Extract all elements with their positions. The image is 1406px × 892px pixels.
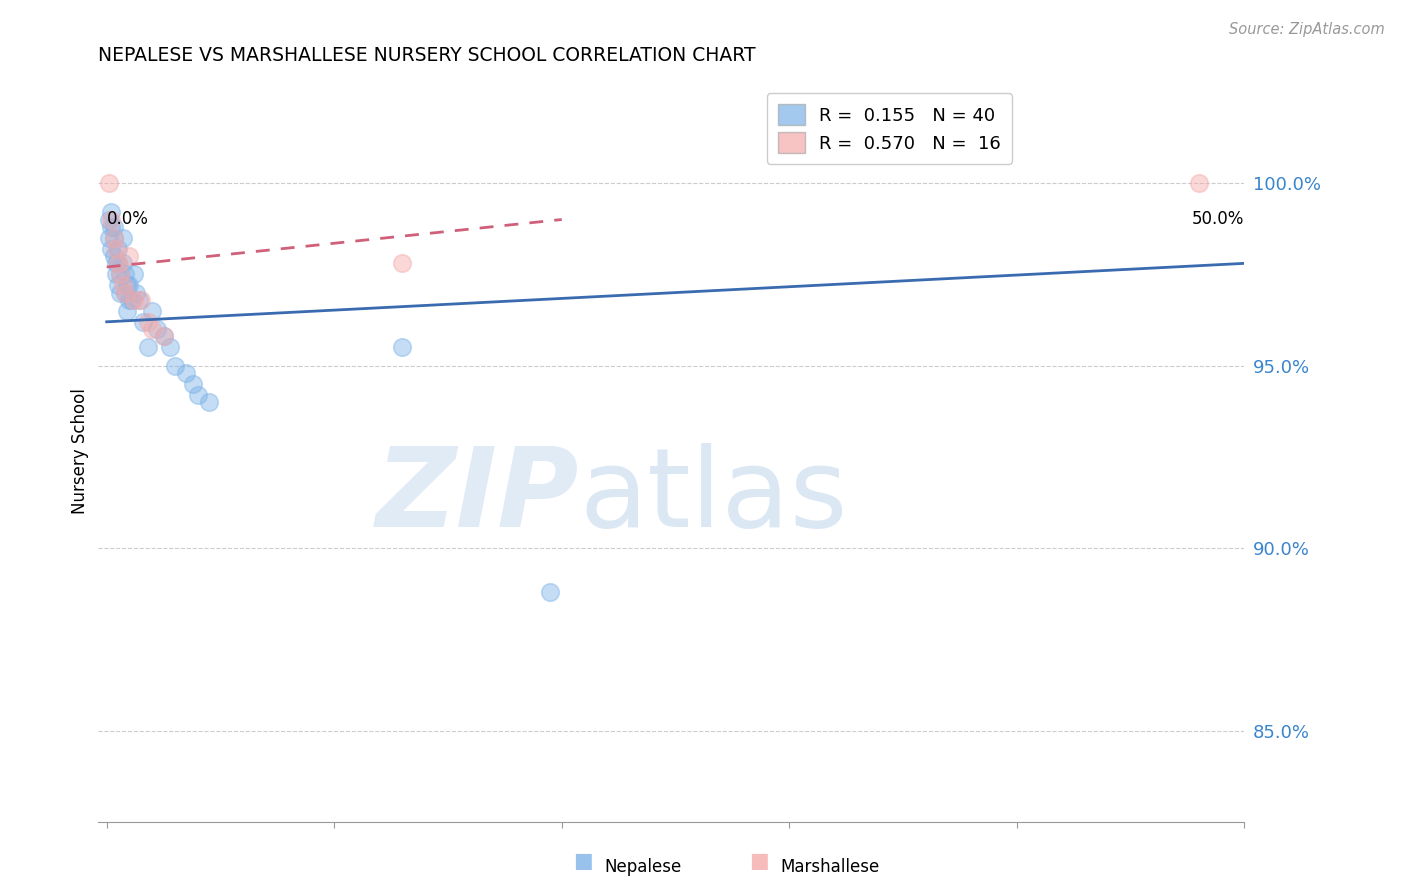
Point: [104, 256, 127, 270]
Point: [107, 242, 129, 256]
Text: ■: ■: [749, 851, 769, 871]
Point: [129, 293, 152, 307]
Point: [118, 293, 141, 307]
Point: [97, 231, 120, 245]
Point: [1188, 176, 1211, 190]
Point: [107, 256, 129, 270]
Point: [176, 366, 198, 380]
Point: [391, 256, 413, 270]
Point: [114, 268, 136, 282]
Text: 50.0%: 50.0%: [1192, 211, 1244, 228]
Point: [100, 212, 122, 227]
Point: [104, 268, 127, 282]
Point: [103, 231, 125, 245]
Text: ZIP: ZIP: [375, 442, 579, 549]
Text: atlas: atlas: [579, 442, 848, 549]
Point: [114, 285, 136, 300]
Point: [118, 278, 141, 293]
Point: [115, 303, 138, 318]
Text: ■: ■: [574, 851, 593, 871]
Point: [115, 278, 138, 293]
Point: [538, 585, 561, 599]
Text: Nepalese: Nepalese: [605, 858, 682, 876]
Point: [111, 256, 134, 270]
Point: [391, 340, 413, 354]
Text: Source: ZipAtlas.com: Source: ZipAtlas.com: [1229, 22, 1385, 37]
Point: [132, 315, 155, 329]
Point: [125, 285, 148, 300]
Text: NEPALESE VS MARSHALLESE NURSERY SCHOOL CORRELATION CHART: NEPALESE VS MARSHALLESE NURSERY SCHOOL C…: [97, 46, 755, 65]
Point: [111, 278, 134, 293]
Point: [152, 329, 174, 343]
Point: [141, 322, 163, 336]
Point: [100, 242, 122, 256]
Point: [128, 293, 150, 307]
Point: [152, 329, 174, 343]
Point: [104, 242, 127, 256]
Y-axis label: Nursery School: Nursery School: [72, 389, 89, 515]
Point: [110, 268, 132, 282]
Text: Marshallese: Marshallese: [780, 858, 880, 876]
Point: [145, 322, 167, 336]
Point: [103, 249, 125, 263]
Legend: R =  0.155   N = 40, R =  0.570   N =  16: R = 0.155 N = 40, R = 0.570 N = 16: [766, 94, 1012, 164]
Point: [122, 268, 145, 282]
Point: [103, 219, 125, 234]
Point: [107, 256, 129, 270]
Point: [163, 359, 186, 373]
Point: [103, 231, 125, 245]
Point: [114, 285, 136, 300]
Point: [97, 212, 120, 227]
Point: [110, 268, 132, 282]
Point: [136, 340, 159, 354]
Point: [110, 285, 132, 300]
Point: [111, 231, 134, 245]
Point: [100, 219, 122, 234]
Text: 0.0%: 0.0%: [107, 211, 149, 228]
Point: [122, 293, 145, 307]
Point: [118, 249, 141, 263]
Point: [187, 388, 209, 402]
Point: [100, 205, 122, 219]
Point: [181, 376, 204, 391]
Point: [97, 176, 120, 190]
Point: [141, 303, 163, 318]
Point: [107, 278, 129, 293]
Point: [159, 340, 181, 354]
Point: [136, 315, 159, 329]
Point: [121, 293, 143, 307]
Point: [198, 395, 221, 409]
